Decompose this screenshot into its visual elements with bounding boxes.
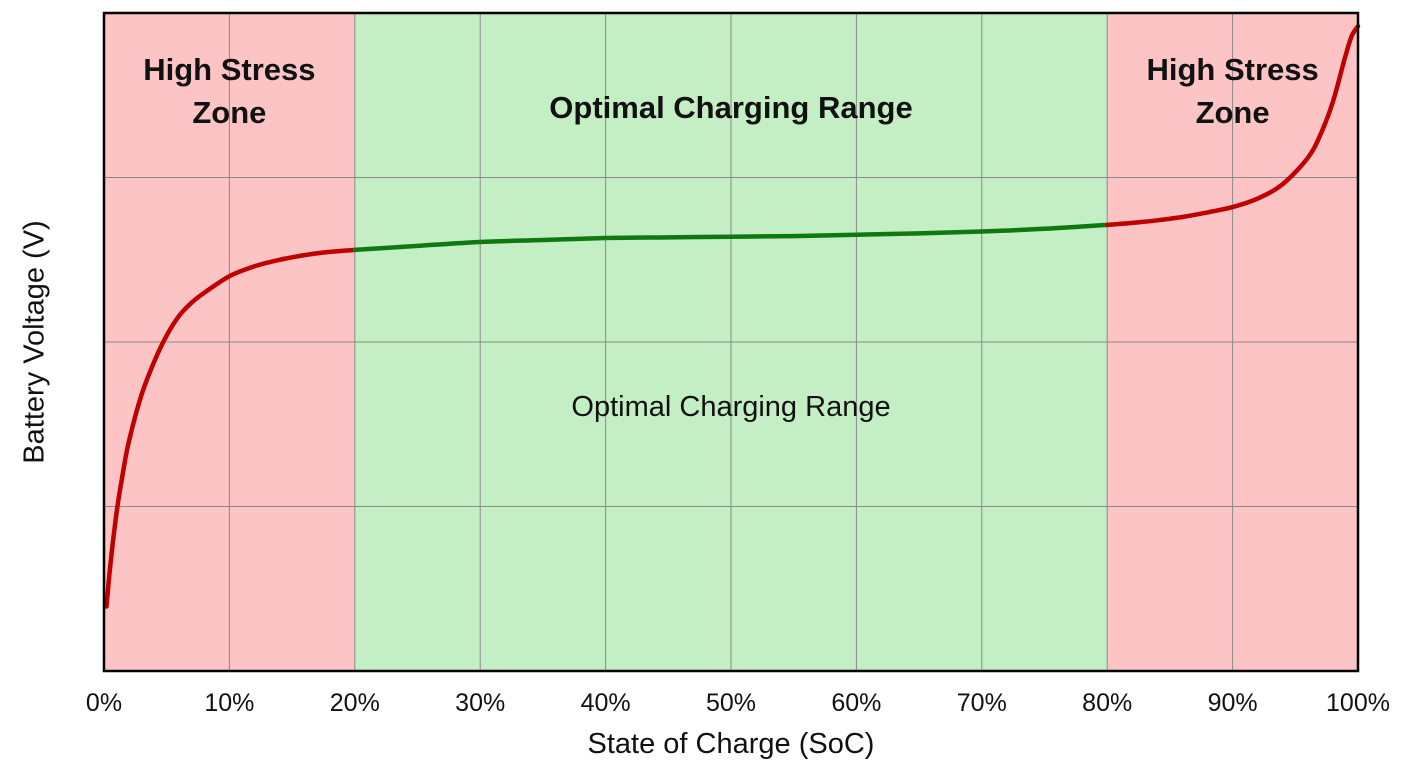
- grid: [104, 13, 1358, 671]
- x-tick-label: 0%: [86, 689, 122, 717]
- voltage-curve: [104, 23, 1361, 609]
- curve-segment-optimal: [352, 222, 1110, 253]
- optimal-range-annotation: Optimal Charging Range: [571, 391, 890, 423]
- zone-label-1-line-0: Optimal Charging Range: [549, 90, 912, 125]
- x-tick-label: 40%: [581, 689, 631, 717]
- x-tick-label: 100%: [1326, 689, 1390, 717]
- x-tick-label: 60%: [831, 689, 881, 717]
- x-tick-label: 30%: [455, 689, 505, 717]
- x-tick-label: 10%: [204, 689, 254, 717]
- y-axis-title: Battery Voltage (V): [19, 220, 51, 463]
- x-tick-label: 80%: [1082, 689, 1132, 717]
- x-tick-label: 50%: [706, 689, 756, 717]
- plot-frame: [102, 11, 1360, 673]
- curve-segment-high-stress: [1104, 23, 1361, 228]
- x-axis-title: State of Charge (SoC): [588, 728, 875, 760]
- zone-label-2-line-0: High Stress: [1146, 52, 1318, 87]
- x-tick-label: 20%: [330, 689, 380, 717]
- curve-segment-low-stress: [104, 247, 358, 609]
- zone-label-2-line-1: Zone: [1196, 95, 1270, 130]
- x-tick-labels: 0% 10% 20% 30% 40% 50% 60% 70% 80% 90% 100%: [86, 689, 1390, 717]
- x-tick-label: 70%: [957, 689, 1007, 717]
- x-tick-label: 90%: [1208, 689, 1258, 717]
- zone-label-0-line-0: High Stress: [143, 52, 315, 87]
- zone-label-0-line-1: Zone: [192, 95, 266, 130]
- zone-labels: High Stress Zone Optimal Charging Range Hig…: [143, 52, 1318, 130]
